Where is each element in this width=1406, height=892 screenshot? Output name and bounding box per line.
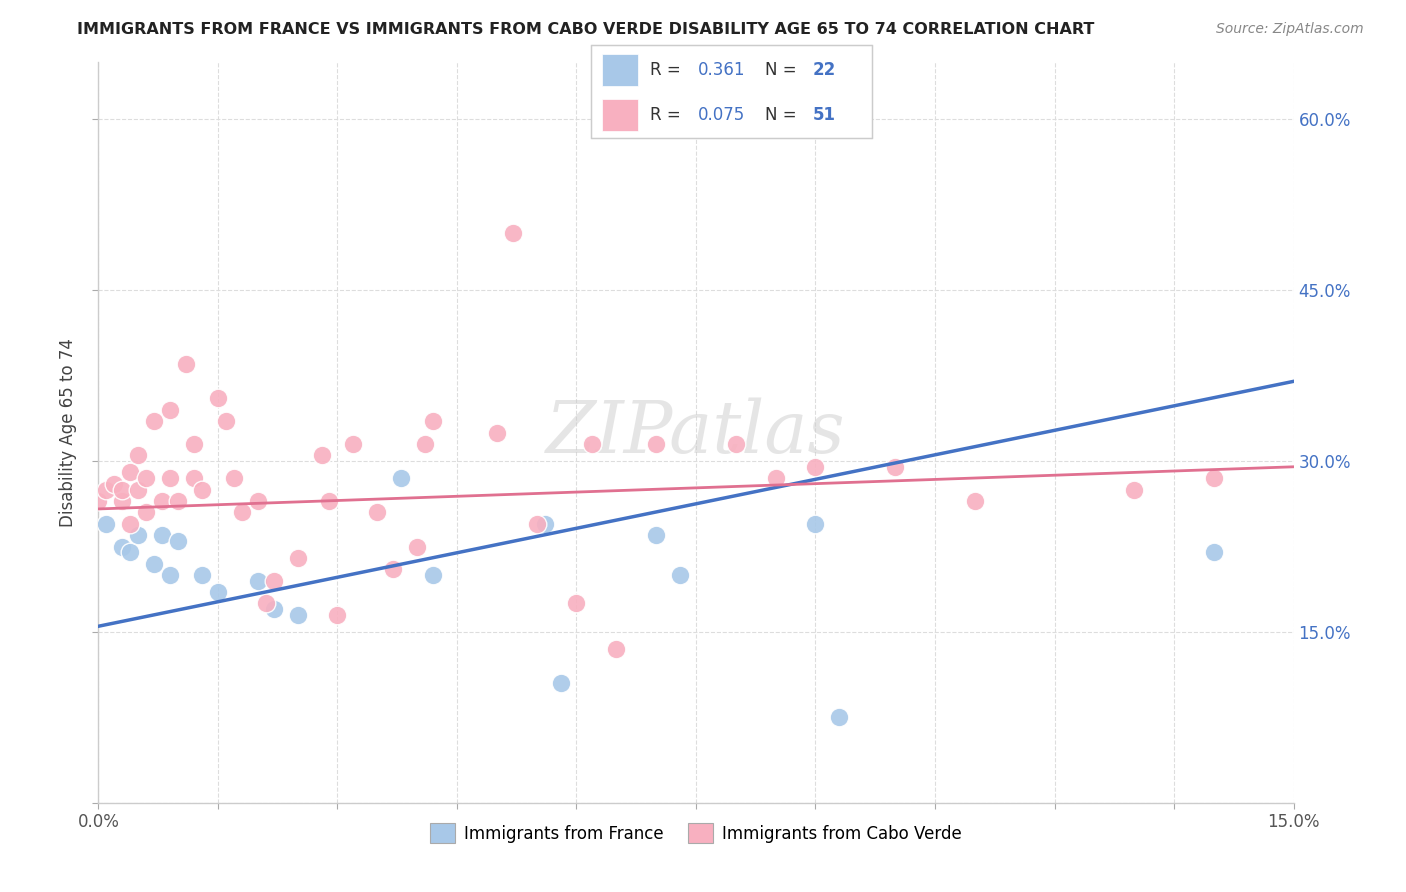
Point [645, 437, 668, 451]
Point [150, 494, 173, 508]
Point [96, 483, 118, 497]
Point [111, 494, 134, 508]
Point [159, 568, 181, 582]
Point [246, 494, 269, 508]
Text: 0.361: 0.361 [697, 61, 745, 78]
Point [191, 568, 214, 582]
Point [167, 494, 190, 508]
Point [804, 459, 827, 474]
Point [581, 437, 603, 451]
Point [120, 545, 142, 559]
Point [103, 476, 125, 491]
Point [207, 585, 229, 599]
Point [422, 414, 444, 428]
Point [127, 449, 149, 463]
Text: N =: N = [765, 61, 801, 78]
Point [254, 597, 277, 611]
Point [191, 483, 214, 497]
Point [183, 437, 205, 451]
Point [565, 597, 588, 611]
Point [485, 425, 508, 440]
Point [150, 528, 173, 542]
Point [143, 414, 166, 428]
Point [246, 574, 269, 588]
FancyBboxPatch shape [602, 54, 638, 86]
Point [533, 516, 555, 531]
Point [1123, 483, 1146, 497]
Point [413, 437, 436, 451]
Point [167, 533, 190, 548]
Point [884, 459, 907, 474]
Point [1202, 545, 1225, 559]
Point [287, 607, 309, 622]
Point [222, 471, 245, 485]
Point [111, 483, 134, 497]
Point [605, 642, 627, 657]
Point [135, 471, 157, 485]
Point [765, 471, 787, 485]
Point [326, 607, 349, 622]
Point [159, 471, 181, 485]
FancyBboxPatch shape [602, 99, 638, 131]
Text: 51: 51 [813, 106, 835, 124]
Point [422, 568, 444, 582]
Point [174, 357, 197, 371]
Point [804, 516, 827, 531]
Point [120, 466, 142, 480]
Legend: Immigrants from France, Immigrants from Cabo Verde: Immigrants from France, Immigrants from … [423, 816, 969, 850]
Point [127, 483, 149, 497]
Point [669, 568, 692, 582]
Point [135, 505, 157, 519]
Point [366, 505, 388, 519]
Y-axis label: Disability Age 65 to 74: Disability Age 65 to 74 [59, 338, 77, 527]
Point [724, 437, 747, 451]
Point [96, 516, 118, 531]
Point [311, 449, 333, 463]
Point [406, 540, 429, 554]
Point [127, 528, 149, 542]
Point [263, 602, 285, 616]
Point [143, 557, 166, 571]
Point [318, 494, 340, 508]
Point [287, 550, 309, 565]
Point [502, 227, 524, 241]
Point [828, 710, 851, 724]
Point [111, 540, 134, 554]
Point [87, 494, 110, 508]
Text: R =: R = [650, 106, 686, 124]
Text: Source: ZipAtlas.com: Source: ZipAtlas.com [1216, 22, 1364, 37]
Point [207, 392, 229, 406]
Point [342, 437, 364, 451]
Point [645, 528, 668, 542]
Text: 22: 22 [813, 61, 837, 78]
Point [550, 676, 572, 690]
Point [120, 516, 142, 531]
Point [263, 574, 285, 588]
Point [215, 414, 238, 428]
Text: IMMIGRANTS FROM FRANCE VS IMMIGRANTS FROM CABO VERDE DISABILITY AGE 65 TO 74 COR: IMMIGRANTS FROM FRANCE VS IMMIGRANTS FRO… [77, 22, 1095, 37]
Text: 0.075: 0.075 [697, 106, 745, 124]
Point [159, 402, 181, 417]
Point [526, 516, 548, 531]
Point [231, 505, 253, 519]
Point [382, 562, 405, 576]
Point [389, 471, 412, 485]
Text: N =: N = [765, 106, 801, 124]
Point [963, 494, 986, 508]
Point [183, 471, 205, 485]
Text: R =: R = [650, 61, 686, 78]
Text: ZIPatlas: ZIPatlas [546, 397, 846, 468]
Point [1202, 471, 1225, 485]
